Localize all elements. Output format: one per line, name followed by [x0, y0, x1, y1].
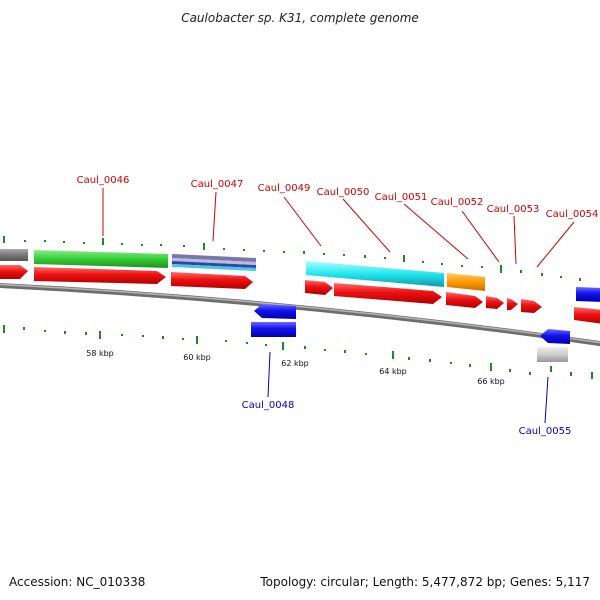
- gene-label-caul-0053[interactable]: Caul_0053: [487, 204, 540, 215]
- gene-label-caul-0050[interactable]: Caul_0050: [317, 187, 370, 198]
- cds-arrow-left[interactable]: [0, 265, 28, 279]
- gene-label-caul-0049[interactable]: Caul_0049: [258, 183, 311, 194]
- cds-arrow-caul-0046[interactable]: [34, 267, 166, 284]
- cds-arrow-caul-0052[interactable]: [486, 296, 504, 309]
- scale-ticks-top: [3, 236, 581, 281]
- feature-bar-caul-0046[interactable]: [34, 250, 168, 268]
- genome-backbone: [0, 282, 600, 347]
- cds-arrow-caul-0051[interactable]: [446, 292, 483, 308]
- scale-label-66kbp: 66 kbp: [477, 377, 505, 386]
- feature-bar-caul-0048[interactable]: [251, 322, 296, 337]
- label-leaders-reverse: [267, 351, 549, 424]
- cds-arrow-right[interactable]: [574, 307, 600, 324]
- cds-arrow-caul-0047[interactable]: [171, 272, 253, 289]
- scale-ticks-bottom: [3, 325, 593, 379]
- genome-backbone-highlight: [0, 283, 600, 344]
- cds-arrow-caul-0055[interactable]: [540, 329, 570, 344]
- feature-bar-caul-0050[interactable]: [306, 261, 444, 287]
- gene-label-caul-0047[interactable]: Caul_0047: [191, 179, 244, 190]
- label-leaders-forward: [102, 188, 575, 268]
- scale-label-58kbp: 58 kbp: [86, 349, 114, 358]
- feature-bar-caul-0047[interactable]: [172, 254, 256, 271]
- topology-text: Topology: circular; Length: 5,477,872 bp…: [259, 575, 590, 589]
- scale-label-62kbp: 62 kbp: [281, 359, 309, 368]
- cds-arrow-caul-0053[interactable]: [507, 298, 518, 310]
- gene-label-caul-0051[interactable]: Caul_0051: [375, 192, 428, 203]
- gene-label-caul-0048[interactable]: Caul_0048: [242, 400, 295, 411]
- cds-arrow-caul-0048[interactable]: [254, 304, 296, 319]
- cds-arrow-caul-0049[interactable]: [305, 280, 333, 295]
- feature-bar-gray[interactable]: [0, 249, 28, 261]
- gene-label-caul-0054[interactable]: Caul_0054: [546, 209, 599, 220]
- scale-label-64kbp: 64 kbp: [379, 367, 407, 376]
- genome-title: Caulobacter sp. K31, complete genome: [181, 11, 419, 25]
- cds-arrow-right-reverse[interactable]: [576, 287, 600, 302]
- feature-bar-caul-0055[interactable]: [537, 347, 568, 362]
- gene-label-caul-0055[interactable]: Caul_0055: [519, 426, 572, 437]
- gene-label-caul-0052[interactable]: Caul_0052: [431, 197, 484, 208]
- scale-label-60kbp: 60 kbp: [183, 353, 211, 362]
- gene-label-caul-0046[interactable]: Caul_0046: [77, 175, 130, 186]
- accession-text: Accession: NC_010338: [9, 575, 145, 589]
- feature-bar-caul-0052[interactable]: [447, 273, 485, 291]
- cds-arrow-caul-0054[interactable]: [521, 299, 542, 313]
- cds-arrow-caul-0050[interactable]: [334, 283, 442, 304]
